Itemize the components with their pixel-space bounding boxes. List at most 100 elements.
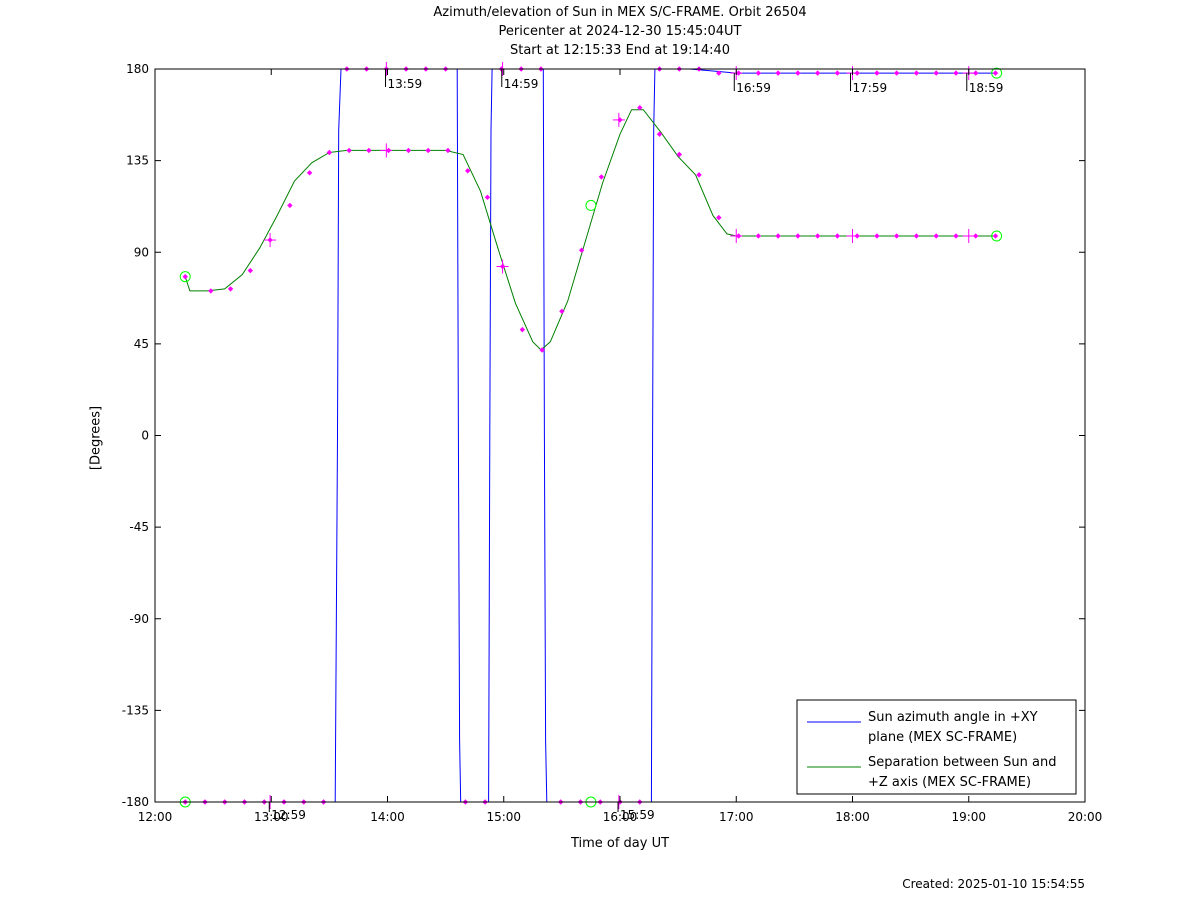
sample-point [366, 147, 372, 154]
sample-point [716, 214, 722, 221]
sample-point [874, 70, 880, 76]
legend-label: Separation between Sun and [868, 755, 1056, 770]
sample-point [405, 147, 412, 154]
sample-point [933, 70, 939, 76]
y-tick-label: 135 [126, 154, 149, 168]
sample-point [992, 233, 999, 239]
x-tick-label: 19:00 [951, 810, 986, 824]
sample-point [953, 70, 959, 76]
endpoint-circle [991, 230, 1003, 242]
sample-point [913, 233, 920, 239]
sample-point [465, 168, 471, 174]
hour-annotation-label: 18:59 [969, 81, 1004, 95]
legend-label: +Z axis (MEX SC-FRAME) [868, 775, 1031, 790]
sample-point [227, 286, 234, 292]
sample-point [696, 172, 702, 178]
hour-annotation-label: 16:59 [736, 81, 771, 95]
hour-cross-marker [846, 228, 859, 243]
hour-annotation-label: 13:59 [388, 77, 423, 91]
sample-point [893, 70, 900, 76]
endpoint-circle [585, 199, 597, 211]
endpoint-circle [991, 67, 1003, 79]
sample-point [973, 233, 979, 239]
sample-point [874, 233, 880, 239]
x-tick-label: 20:00 [1068, 810, 1103, 824]
hour-cross-marker [380, 143, 393, 158]
sample-point [973, 70, 979, 76]
sample-point [247, 267, 254, 274]
endpoint-circle [179, 271, 191, 283]
sample-point [484, 194, 491, 200]
series-line-azimuth [185, 68, 997, 803]
hour-annotation-label: 17:59 [853, 81, 888, 95]
hour-cross-marker [496, 259, 509, 274]
sample-point [346, 147, 352, 154]
chart-subtitle-start-end: Start at 12:15:33 End at 19:14:40 [509, 43, 731, 58]
x-tick-label: 18:00 [835, 810, 870, 824]
hour-cross-marker [730, 228, 743, 243]
x-tick-label: 12:00 [138, 810, 173, 824]
sample-point [913, 70, 920, 76]
y-tick-label: 90 [134, 245, 149, 259]
sample-point [182, 273, 188, 280]
x-axis-label: Time of day UT [570, 836, 670, 851]
sample-point [306, 170, 313, 176]
sample-point [637, 104, 643, 111]
x-tick-label: 13:00 [254, 810, 289, 824]
sample-point [893, 233, 900, 239]
sample-point [578, 247, 585, 253]
x-tick-label: 17:00 [719, 810, 754, 824]
sample-point [656, 131, 663, 137]
x-tick-label: 16:00 [603, 810, 638, 824]
sample-point [539, 347, 545, 353]
sample-point [716, 70, 722, 76]
sample-point [755, 233, 762, 239]
hour-annotation-label: 15:59 [620, 808, 655, 822]
y-tick-label: -180 [122, 795, 149, 809]
sample-point [425, 147, 431, 154]
hour-cross-marker [962, 228, 975, 243]
sample-point [559, 308, 565, 315]
y-tick-label: -45 [129, 520, 149, 534]
legend-label: plane (MEX SC-FRAME) [868, 730, 1017, 745]
chart-title: Azimuth/elevation of Sun in MEX S/C-FRAM… [433, 5, 807, 20]
hour-cross-marker [264, 233, 277, 248]
sample-point [814, 70, 821, 76]
sample-point [795, 70, 801, 76]
sample-point [775, 70, 781, 76]
y-tick-label: 180 [126, 62, 149, 76]
plot-frame [154, 68, 1086, 803]
sample-point [953, 233, 959, 239]
chart-subtitle-pericenter: Pericenter at 2024-12-30 15:45:04UT [498, 24, 742, 39]
sample-point [775, 233, 781, 239]
y-axis-label: [Degrees] [88, 405, 104, 471]
y-tick-label: 0 [141, 429, 149, 443]
sample-point [287, 202, 293, 209]
created-timestamp: Created: 2025-01-10 15:54:55 [902, 877, 1085, 891]
sample-point [519, 326, 526, 333]
sample-point [208, 288, 214, 294]
y-tick-label: 45 [134, 337, 149, 351]
sample-point [755, 70, 762, 76]
legend-box [796, 699, 1077, 795]
sample-point [676, 151, 682, 158]
hour-cross-marker [612, 112, 625, 127]
sample-point [933, 233, 939, 239]
sample-point [992, 70, 999, 76]
sample-point [814, 233, 821, 239]
sample-point [834, 70, 841, 76]
sample-point [445, 147, 451, 154]
sample-point [834, 233, 841, 239]
series-line-separation [184, 109, 997, 351]
hour-annotation-label: 14:59 [504, 77, 539, 91]
sample-point [598, 174, 605, 180]
sample-point [795, 233, 801, 239]
x-tick-label: 14:00 [370, 810, 405, 824]
y-tick-label: -135 [122, 703, 149, 717]
legend-label: Sun azimuth angle in +XY [868, 710, 1038, 725]
hour-annotation-label: 12:59 [271, 808, 306, 822]
sample-point [326, 149, 333, 156]
x-tick-label: 15:00 [486, 810, 521, 824]
y-tick-label: -90 [129, 612, 149, 626]
